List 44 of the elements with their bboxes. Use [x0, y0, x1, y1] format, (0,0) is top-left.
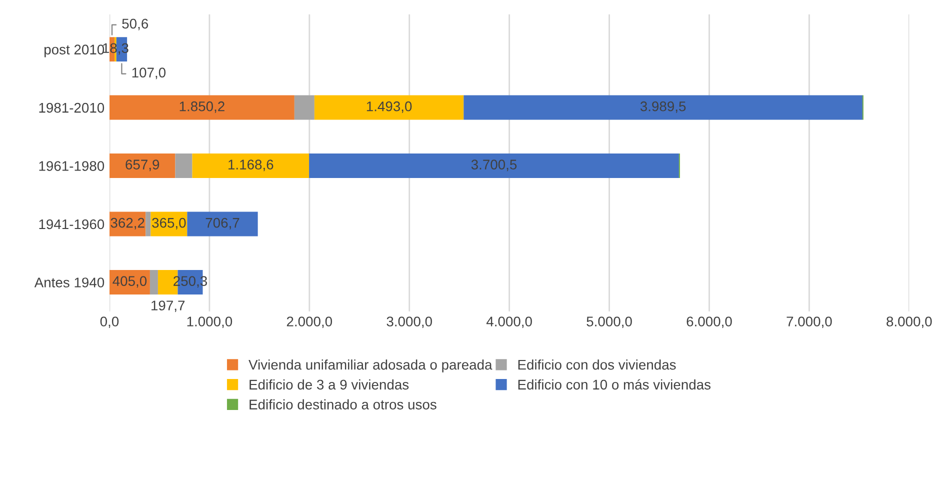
data-label: 50,6 [122, 18, 148, 30]
bar [309, 154, 679, 178]
data-label: 1.168,6 [228, 160, 274, 172]
y-tick-label: 1961-1980 [39, 161, 104, 171]
x-tick-label: 5.000,0 [586, 316, 632, 328]
legend-label: Vivienda unifamiliar adosada o pareada [248, 359, 492, 372]
legend-label: Edificio con 10 o más viviendas [518, 379, 711, 390]
legend-label: Edificio con dos viviendas [518, 359, 676, 370]
data-label: 362,2 [110, 218, 144, 230]
bar [146, 212, 151, 236]
data-label: 107,0 [132, 68, 166, 80]
bar [464, 95, 862, 120]
legend-label: Edificio de 3 a 9 viviendas [250, 379, 409, 390]
y-tick-label: Antes 1940 [34, 278, 104, 288]
data-label: 197,7 [152, 300, 185, 312]
bar [109, 95, 294, 120]
data-label: 18,3 [102, 43, 128, 55]
bar [175, 154, 192, 178]
data-label: 365,0 [152, 218, 186, 230]
legend-label: Edificio destinado a otros usos [250, 399, 436, 410]
data-label: 3.700,5 [471, 160, 517, 172]
x-tick-label: 2.000,0 [286, 316, 332, 328]
x-tick-label: 3.000,0 [386, 316, 432, 328]
y-tick-label: post 2010 [44, 44, 104, 58]
data-label: 706,7 [206, 218, 240, 230]
x-tick-label: 1.000,0 [187, 316, 232, 328]
bar [187, 212, 258, 236]
bar [294, 95, 314, 120]
data-label: 1.850,2 [180, 101, 224, 113]
data-label: 657,9 [126, 160, 160, 172]
x-tick-label: 6.000,0 [686, 316, 732, 328]
x-tick-label: 4.000,0 [486, 316, 532, 328]
y-tick-label: 1981-2010 [39, 102, 104, 113]
data-label: 3.989,5 [640, 101, 686, 113]
bar [150, 270, 158, 294]
x-tick-label: 7.000,0 [786, 316, 832, 328]
data-label: 405,0 [112, 276, 147, 288]
x-tick-label: 0,0 [100, 316, 119, 328]
bar [192, 154, 310, 178]
y-tick-label: 1941-1960 [39, 219, 104, 230]
x-tick-label: 8.000,0 [886, 316, 932, 328]
bar [109, 154, 176, 178]
data-label: 1.493,0 [366, 101, 412, 113]
bar [314, 95, 464, 120]
